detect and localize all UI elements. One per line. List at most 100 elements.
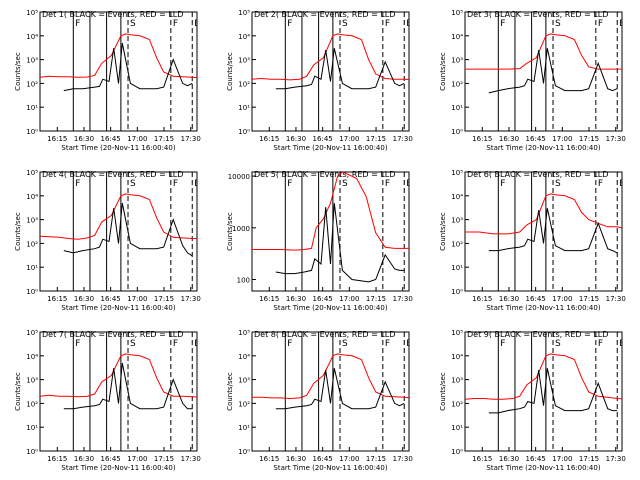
plot-frame — [464, 11, 623, 132]
x-tick-label: 17:00 — [127, 135, 147, 143]
y-tick-label: 10⁵ — [451, 9, 463, 17]
y-axis-label: Counts/sec — [226, 212, 234, 251]
plot-frame — [251, 171, 410, 292]
y-axis-label: Counts/sec — [14, 52, 22, 91]
lld-series-line — [40, 193, 197, 240]
interval-marker-label: F — [75, 339, 80, 349]
y-tick-label: 10³ — [451, 377, 463, 385]
y-tick-label: 10⁴ — [238, 33, 250, 41]
x-tick-label: 17:00 — [127, 455, 147, 463]
x-tick-label: 16:45 — [526, 295, 546, 303]
interval-marker-label: S — [342, 19, 348, 29]
interval-marker-label: S — [130, 179, 136, 189]
interval-marker-label: F — [500, 179, 505, 189]
x-tick-label: 16:45 — [101, 295, 121, 303]
y-tick-label: 10⁴ — [26, 353, 38, 361]
y-tick-label: 10⁰ — [451, 128, 463, 136]
interval-marker-label: F — [598, 19, 603, 29]
panel-title: Det 8( BLACK = Events, RED = LLD — [254, 330, 395, 339]
panel-title: Det 7( BLACK = Events, RED = LLD — [42, 330, 183, 339]
y-tick-label: 10¹ — [238, 104, 250, 112]
y-tick-label: 10⁰ — [26, 448, 38, 456]
interval-marker-label: F — [385, 19, 390, 29]
y-tick-label: 10¹ — [26, 264, 38, 272]
panel-title: Det 3( BLACK = Events, RED = LLD — [467, 10, 608, 19]
y-tick-label: 10⁴ — [238, 353, 250, 361]
x-axis-label: Start Time (20-Nov-11 16:00:40) — [61, 464, 175, 472]
events-series-line — [275, 203, 405, 283]
interval-marker-label: F — [598, 339, 603, 349]
x-tick-label: 17:30 — [393, 455, 413, 463]
panel-title: Det 6( BLACK = Events, RED = LLD — [467, 170, 608, 179]
x-tick-label: 16:15 — [472, 455, 492, 463]
interval-marker-label: S — [555, 179, 561, 189]
x-tick-label: 17:15 — [366, 135, 386, 143]
y-tick-label: 10¹ — [26, 424, 38, 432]
detector-panel-2: Det 2( BLACK = Events, RED = LLD 10⁰ 10¹ 10… — [226, 9, 413, 152]
events-series-line — [275, 48, 405, 90]
y-axis-label: Counts/sec — [226, 52, 234, 91]
panel-title: Det 5( BLACK = Events, RED = LLD — [254, 170, 395, 179]
events-series-line — [63, 42, 193, 92]
y-tick-label: 10⁰ — [238, 128, 250, 136]
x-axis-label: Start Time (20-Nov-11 16:00:40) — [486, 144, 600, 152]
y-axis-label: Counts/sec — [226, 372, 234, 411]
x-tick-label: 16:30 — [74, 135, 94, 143]
x-tick-label: 16:30 — [74, 295, 94, 303]
x-tick-label: 16:15 — [47, 455, 67, 463]
panel-title: Det 1( BLACK = Events, RED = LLD — [42, 10, 183, 19]
lld-series-line — [252, 33, 409, 81]
x-tick-label: 17:30 — [606, 295, 626, 303]
x-tick-label: 17:00 — [339, 135, 359, 143]
x-tick-label: 16:30 — [74, 455, 94, 463]
x-tick-label: 17:15 — [366, 295, 386, 303]
y-tick-label: 10⁵ — [238, 9, 250, 17]
x-tick-label: 16:15 — [47, 295, 67, 303]
y-tick-label: 10² — [26, 240, 38, 248]
x-tick-label: 17:00 — [127, 295, 147, 303]
interval-marker-label: S — [342, 179, 348, 189]
y-tick-label: 10² — [451, 240, 463, 248]
interval-marker-label: E — [406, 19, 412, 29]
interval-marker-label: E — [406, 339, 412, 349]
y-tick-label: 10¹ — [238, 424, 250, 432]
y-tick-label: 10⁵ — [238, 329, 250, 337]
x-tick-label: 17:00 — [552, 135, 572, 143]
y-tick-label: 10⁵ — [451, 329, 463, 337]
y-tick-label: 10² — [451, 80, 463, 88]
interval-marker-label: S — [342, 339, 348, 349]
lld-series-line — [252, 353, 409, 400]
x-tick-label: 17:15 — [154, 455, 174, 463]
x-tick-label: 16:30 — [499, 295, 519, 303]
x-tick-label: 17:30 — [393, 135, 413, 143]
interval-marker-label: E — [619, 179, 625, 189]
detector-panel-4: Det 4( BLACK = Events, RED = LLD 10⁰ 10¹ 10… — [14, 169, 201, 312]
interval-marker-label: F — [287, 19, 292, 29]
y-tick-label: 10⁵ — [26, 9, 38, 17]
panel-title: Det 9( BLACK = Events, RED = LLD — [467, 330, 608, 339]
x-tick-label: 16:15 — [259, 295, 279, 303]
x-tick-label: 17:15 — [366, 455, 386, 463]
y-axis-label: Counts/sec — [439, 212, 447, 251]
y-tick-label: 10⁵ — [451, 169, 463, 177]
detector-panel-8: Det 8( BLACK = Events, RED = LLD 10⁰ 10¹ 10… — [226, 329, 413, 472]
x-tick-label: 16:30 — [286, 295, 306, 303]
interval-marker-label: S — [555, 19, 561, 29]
detector-panel-7: Det 7( BLACK = Events, RED = LLD 10⁰ 10¹ 10… — [14, 329, 201, 472]
y-tick-label: 10⁴ — [26, 33, 38, 41]
x-tick-label: 16:45 — [526, 455, 546, 463]
x-tick-label: 16:45 — [526, 135, 546, 143]
x-tick-label: 16:15 — [472, 295, 492, 303]
y-tick-label: 10³ — [238, 377, 250, 385]
events-series-line — [63, 362, 193, 410]
panel-title: Det 2( BLACK = Events, RED = LLD — [254, 10, 395, 19]
x-tick-label: 16:45 — [101, 455, 121, 463]
detector-panel-3: Det 3( BLACK = Events, RED = LLD 10⁰ 10¹ 10… — [439, 9, 626, 152]
y-tick-label: 10⁰ — [451, 288, 463, 296]
